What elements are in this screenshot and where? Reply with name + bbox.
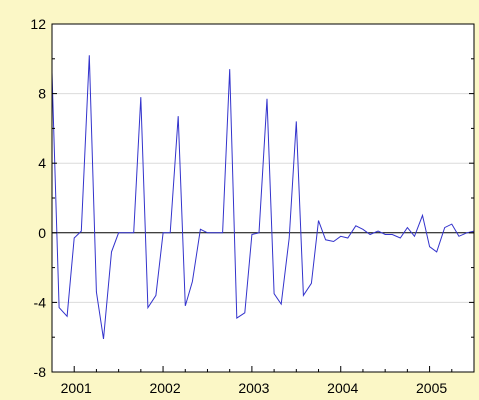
x-tick-label-2005: 2005 xyxy=(416,380,447,396)
series-line-0 xyxy=(51,55,475,339)
y-tick-label: -8 xyxy=(34,364,47,380)
x-tick-label-2003: 2003 xyxy=(238,380,269,396)
plot-area-background xyxy=(52,24,474,372)
x-tick-label-2002: 2002 xyxy=(149,380,180,396)
x-tick-label-2004: 2004 xyxy=(327,380,358,396)
series-layer xyxy=(51,55,475,339)
y-tick-label: 12 xyxy=(30,16,46,32)
axes: -8 -4 0 4 8 12 2001 2002 2003 2004 2005 xyxy=(30,16,475,396)
y-tick-label: -4 xyxy=(34,294,47,310)
y-tick-label: 4 xyxy=(38,155,46,171)
y-tick-label: 0 xyxy=(38,225,46,241)
y-tick-label: 8 xyxy=(38,86,46,102)
x-tick-label-2001: 2001 xyxy=(61,380,92,396)
